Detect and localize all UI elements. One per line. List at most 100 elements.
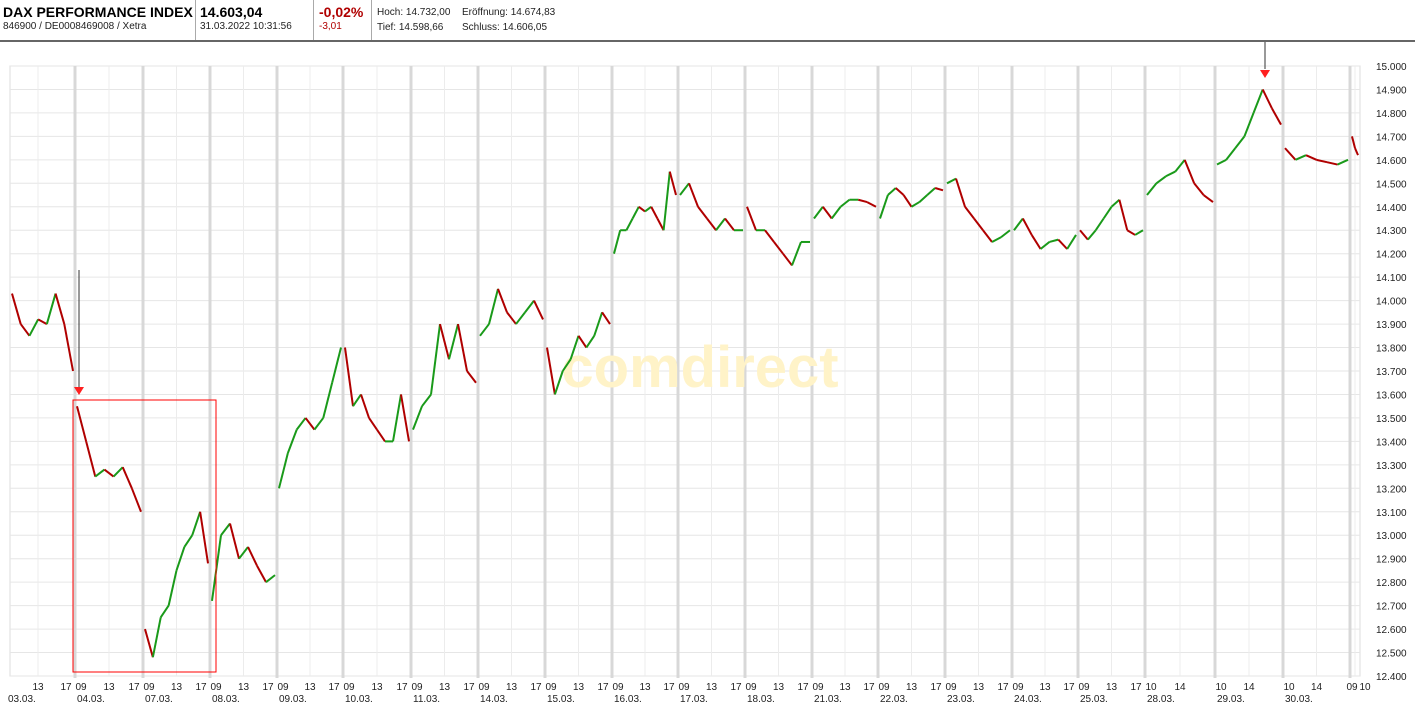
x-date-label: 08.03. (212, 694, 240, 703)
x-tick-label: 14 (1174, 682, 1186, 693)
price-segment (1326, 161, 1338, 166)
price-segment (497, 288, 508, 313)
x-tick-label: 17 (730, 682, 742, 693)
quote-header: DAX PERFORMANCE INDEX 846900 / DE0008469… (0, 0, 1415, 42)
y-tick-label: 13.600 (1376, 390, 1407, 401)
open-value: Eröffnung: 14.674,83 (462, 7, 556, 18)
x-tick-label: 09 (678, 682, 690, 693)
price-segment (112, 466, 124, 478)
x-tick-label: 09 (812, 682, 824, 693)
change-percent: -0,02% (319, 4, 364, 20)
price-segment (724, 217, 735, 231)
price-segment (37, 318, 48, 325)
price-segment (1202, 194, 1214, 203)
price-segment (533, 300, 544, 320)
price-segment (613, 229, 622, 254)
x-tick-label: 17 (463, 682, 475, 693)
y-tick-label: 14.500 (1376, 179, 1407, 190)
price-segment (1102, 206, 1113, 220)
x-tick-label: 10 (1215, 682, 1227, 693)
price-segment (524, 300, 535, 313)
x-tick-label: 13 (439, 682, 451, 693)
price-segment (1110, 198, 1121, 208)
price-segment (1261, 89, 1273, 109)
change-cell: -0,02% -3,01 (314, 0, 372, 40)
price-segment (1094, 217, 1105, 231)
price-segment (638, 205, 646, 213)
price-segment (918, 194, 928, 203)
x-date-label: 28.03. (1147, 694, 1175, 703)
price-segment (151, 617, 162, 658)
x-tick-label: 13 (238, 682, 250, 693)
price-segment (1295, 154, 1307, 161)
x-tick-label: 13 (906, 682, 918, 693)
x-tick-label: 09 (878, 682, 890, 693)
price-segment (1305, 154, 1317, 161)
price-segment (902, 194, 913, 208)
y-tick-label: 14.100 (1376, 273, 1407, 284)
price-segment (1030, 234, 1042, 250)
price-segment (1146, 182, 1158, 196)
price-segment (175, 546, 186, 571)
instrument-title: DAX PERFORMANCE INDEX (3, 4, 193, 20)
price-segment (964, 206, 975, 220)
price-segment (1234, 135, 1246, 149)
price-segment (400, 394, 410, 442)
price-segment (1270, 107, 1282, 126)
y-tick-label: 12.800 (1376, 578, 1407, 589)
price-segment (577, 335, 588, 349)
price-segment (45, 293, 57, 325)
price-segment (183, 534, 194, 548)
price-segment (668, 171, 677, 196)
price-segment (85, 441, 97, 477)
price-chart: comdirect 12.400 12.500 12.600 12.700 12.800… (8, 42, 1407, 703)
price-segment (773, 241, 784, 255)
price-segment (313, 417, 325, 431)
y-tick-label: 12.500 (1376, 649, 1407, 660)
price-segment (1351, 136, 1356, 149)
price-segment (121, 466, 133, 489)
price-segment (839, 198, 851, 208)
price-segment (679, 182, 690, 196)
y-tick-label: 14.700 (1376, 132, 1407, 143)
price-segment (553, 370, 564, 395)
y-tick-label: 13.100 (1376, 508, 1407, 519)
price-segment (1316, 158, 1328, 164)
x-tick-label: 14 (1243, 682, 1255, 693)
price-segment (466, 370, 477, 384)
price-segment (1049, 238, 1059, 243)
x-tick-label: 17 (1130, 682, 1142, 693)
y-tick-label: 12.900 (1376, 555, 1407, 566)
price-segment (1013, 217, 1024, 231)
price-segment (822, 206, 833, 220)
x-date-label: 22.03. (880, 694, 908, 703)
x-date-label: 10.03. (345, 694, 373, 703)
y-tick-label: 14.400 (1376, 203, 1407, 214)
price-segment (887, 187, 897, 196)
price-segment (866, 201, 877, 208)
price-segment (1174, 159, 1186, 173)
x-tick-label: 13 (371, 682, 383, 693)
price-cell: 14.603,04 31.03.2022 10:31:56 (196, 0, 314, 40)
x-tick-label: 17 (328, 682, 340, 693)
y-tick-label: 13.900 (1376, 320, 1407, 331)
y-tick-label: 12.600 (1376, 625, 1407, 636)
x-tick-label: 13 (506, 682, 518, 693)
price-segment (515, 311, 526, 325)
x-tick-label: 17 (195, 682, 207, 693)
price-segment (229, 523, 240, 559)
price-segment (392, 394, 402, 442)
price-segment (631, 206, 640, 219)
price-segment (955, 178, 966, 208)
x-date-label: 16.03. (614, 694, 642, 703)
x-tick-label: 09 (1346, 682, 1358, 693)
x-tick-label: 13 (32, 682, 44, 693)
change-absolute: -3,01 (319, 21, 342, 32)
x-tick-label: 10 (1359, 682, 1371, 693)
x-tick-label: 13 (103, 682, 115, 693)
price-segment (286, 429, 298, 454)
price-segment (910, 201, 920, 208)
x-date-label: 18.03. (747, 694, 775, 703)
price-segment (191, 511, 202, 536)
price-segment (1337, 158, 1349, 166)
